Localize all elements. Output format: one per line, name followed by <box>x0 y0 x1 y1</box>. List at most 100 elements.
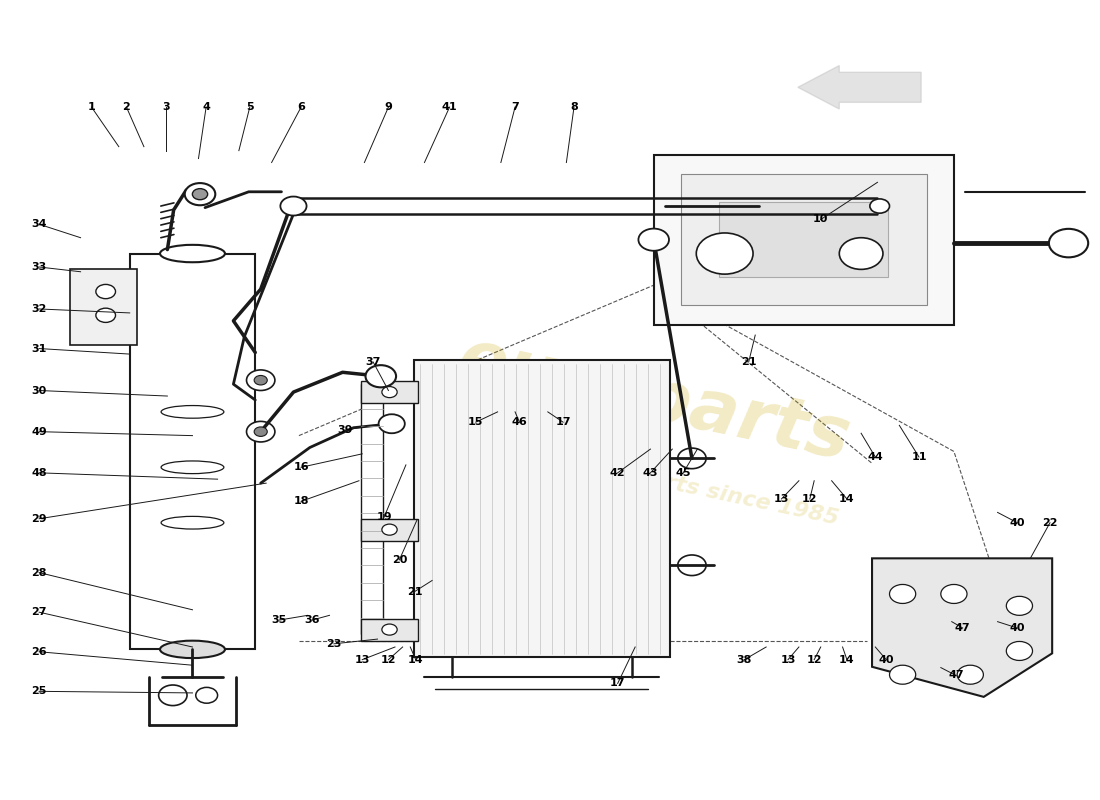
Circle shape <box>378 414 405 434</box>
Bar <box>681 174 926 305</box>
Text: 46: 46 <box>512 417 527 427</box>
Circle shape <box>638 229 669 250</box>
Text: 40: 40 <box>879 654 894 665</box>
Circle shape <box>196 687 218 703</box>
Bar <box>69 270 138 345</box>
Text: 37: 37 <box>365 357 381 367</box>
Text: 7: 7 <box>512 102 519 112</box>
Text: 42: 42 <box>609 468 626 478</box>
Circle shape <box>382 386 397 398</box>
Circle shape <box>890 666 915 684</box>
Bar <box>719 202 889 278</box>
Text: 12: 12 <box>802 494 817 504</box>
Text: europarts: europarts <box>451 325 856 475</box>
Bar <box>361 381 418 403</box>
Text: 41: 41 <box>442 102 458 112</box>
Ellipse shape <box>160 641 226 658</box>
Text: 5: 5 <box>246 102 254 112</box>
Text: 21: 21 <box>741 357 757 367</box>
Bar <box>130 254 255 650</box>
Text: 9: 9 <box>385 102 393 112</box>
Circle shape <box>890 585 915 603</box>
Circle shape <box>246 422 275 442</box>
Text: 14: 14 <box>408 654 424 665</box>
Circle shape <box>365 365 396 387</box>
Bar <box>653 154 954 325</box>
Text: 2: 2 <box>122 102 130 112</box>
Circle shape <box>96 285 115 298</box>
Text: 34: 34 <box>31 219 47 230</box>
Text: 18: 18 <box>294 496 309 506</box>
Text: 48: 48 <box>31 468 47 478</box>
Text: 21: 21 <box>407 586 422 597</box>
Circle shape <box>382 624 397 635</box>
FancyArrow shape <box>798 66 921 109</box>
Text: 14: 14 <box>839 494 855 504</box>
Bar <box>414 361 670 658</box>
Text: 43: 43 <box>642 468 658 478</box>
Text: 12: 12 <box>806 654 822 665</box>
Circle shape <box>254 427 267 437</box>
Circle shape <box>1006 596 1033 615</box>
Text: 40: 40 <box>1010 518 1025 528</box>
Text: 36: 36 <box>305 615 320 625</box>
Text: 4: 4 <box>202 102 210 112</box>
Text: 33: 33 <box>32 262 46 272</box>
Ellipse shape <box>160 245 226 262</box>
Circle shape <box>246 370 275 390</box>
Circle shape <box>1049 229 1088 258</box>
Text: 23: 23 <box>327 639 341 649</box>
Text: 40: 40 <box>1010 623 1025 633</box>
Text: 6: 6 <box>297 102 305 112</box>
Text: 29: 29 <box>31 514 47 524</box>
Circle shape <box>839 238 883 270</box>
Text: 19: 19 <box>376 512 392 522</box>
Text: 28: 28 <box>31 567 47 578</box>
Text: 45: 45 <box>675 468 691 478</box>
Circle shape <box>158 685 187 706</box>
Text: 25: 25 <box>32 686 47 696</box>
Text: 39: 39 <box>337 425 352 435</box>
Circle shape <box>192 189 208 200</box>
Bar <box>361 518 418 541</box>
Text: 14: 14 <box>839 654 855 665</box>
Text: 22: 22 <box>1042 518 1058 528</box>
Text: 47: 47 <box>948 670 964 681</box>
Circle shape <box>1006 642 1033 661</box>
Circle shape <box>678 555 706 575</box>
Text: 30: 30 <box>32 386 46 395</box>
Circle shape <box>382 524 397 535</box>
Circle shape <box>96 308 115 322</box>
Polygon shape <box>872 558 1053 697</box>
Text: 3: 3 <box>162 102 169 112</box>
Text: 13: 13 <box>354 654 370 665</box>
Text: 31: 31 <box>32 343 47 354</box>
Circle shape <box>678 448 706 469</box>
Text: 8: 8 <box>570 102 578 112</box>
Circle shape <box>870 199 890 213</box>
Text: 10: 10 <box>813 214 828 225</box>
Text: 13: 13 <box>773 494 789 504</box>
Circle shape <box>254 375 267 385</box>
Circle shape <box>940 585 967 603</box>
Text: 17: 17 <box>556 417 571 427</box>
Circle shape <box>185 183 216 206</box>
Circle shape <box>696 233 754 274</box>
Text: 1: 1 <box>88 102 96 112</box>
Bar <box>361 618 418 641</box>
Text: 26: 26 <box>31 646 47 657</box>
Circle shape <box>280 197 307 215</box>
Text: 11: 11 <box>911 452 926 462</box>
Text: 15: 15 <box>469 417 484 427</box>
Bar <box>361 384 383 634</box>
Text: 20: 20 <box>392 555 407 565</box>
Text: 35: 35 <box>272 615 287 625</box>
Text: 17: 17 <box>609 678 626 689</box>
Text: 16: 16 <box>294 462 309 472</box>
Text: 12: 12 <box>381 654 396 665</box>
Circle shape <box>957 666 983 684</box>
Text: 13: 13 <box>780 654 795 665</box>
Text: 27: 27 <box>31 607 47 617</box>
Text: 49: 49 <box>31 426 47 437</box>
Text: 44: 44 <box>868 452 883 462</box>
